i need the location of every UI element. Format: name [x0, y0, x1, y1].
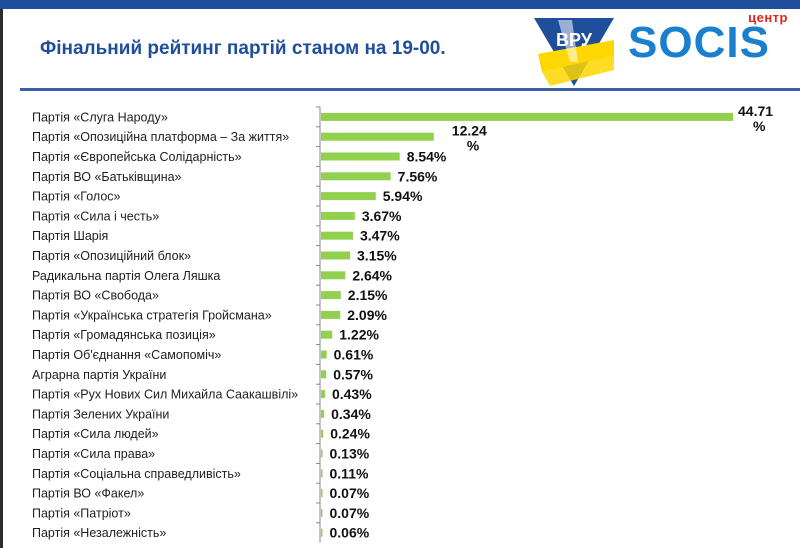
category-label: Партія «Громадянська позиція»: [32, 328, 216, 342]
category-label: Аграрна партія України: [32, 368, 166, 382]
category-label: Партія «Рух Нових Сил Михайла Саакашвілі…: [32, 388, 298, 402]
value-label: 0.61%: [334, 347, 374, 363]
bar: [321, 192, 376, 201]
bar: [321, 528, 323, 537]
category-label: Партія «Українська стратегія Гройсмана»: [32, 308, 272, 322]
category-label: Партія «Сила і честь»: [32, 209, 159, 223]
bar: [321, 429, 324, 438]
value-label: 0.24%: [330, 426, 370, 442]
category-label: Радикальна партія Олега Ляшка: [32, 269, 220, 283]
bar: [321, 291, 341, 300]
value-label: 0.43%: [332, 386, 372, 402]
category-label: Партія «Опозиційна платформа – За життя»: [32, 130, 289, 144]
socis-logo: центр SOCIS: [628, 8, 796, 68]
category-label: Партія «Соціальна справедливість»: [32, 467, 241, 481]
bar: [321, 449, 323, 458]
header-divider: [20, 88, 800, 91]
socis-logo-word: SOCIS: [628, 18, 770, 67]
value-label: 1.22%: [339, 327, 379, 343]
value-label: 3.15%: [357, 248, 397, 264]
value-label: 5.94%: [383, 188, 423, 204]
category-label: Партія ВО «Свобода»: [32, 289, 159, 303]
category-label: Партія ВО «Факел»: [32, 487, 144, 501]
socis-logo-subtitle: центр: [748, 10, 788, 25]
bar: [321, 390, 325, 399]
bar: [321, 409, 325, 418]
value-label: 0.06%: [330, 525, 370, 541]
category-axis-ticks: [316, 106, 320, 524]
bar: [321, 152, 400, 161]
bar: [321, 132, 434, 141]
category-label: Партія «Європейська Солідарність»: [32, 150, 242, 164]
bar: [321, 112, 733, 121]
category-label: Партія «Голос»: [32, 190, 121, 204]
bar: [321, 508, 323, 517]
category-label: Партія Об'єднання «Самопоміч»: [32, 348, 221, 362]
category-labels: Партія «Слуга Народу» Партія «Опозиційна …: [32, 110, 298, 540]
category-label: Партія «Сила права»: [32, 447, 155, 461]
value-label: 0.57%: [333, 366, 373, 382]
bar: [321, 211, 355, 220]
slide-left-edge: [0, 9, 3, 548]
bar: [321, 489, 323, 498]
page-title: Фінальний рейтинг партій станом на 19-00…: [40, 38, 446, 59]
value-label: 0.34%: [331, 406, 371, 422]
value-label: 8.54%: [407, 149, 447, 165]
value-label: 0.07%: [330, 485, 370, 501]
bar: [321, 271, 346, 280]
category-label: Партія Зелених України: [32, 407, 169, 421]
value-label: 2.64%: [352, 267, 392, 283]
bar: [321, 330, 333, 339]
bar: [321, 172, 391, 181]
bar: [321, 370, 327, 379]
bar: [321, 310, 341, 319]
value-label: 3.47%: [360, 228, 400, 244]
bar: [321, 350, 327, 359]
bar: [321, 231, 353, 240]
bars: [321, 112, 733, 537]
value-label: 7.56%: [398, 168, 438, 184]
vru-logo: ВРУ: [528, 10, 620, 90]
value-label: 12.24%: [452, 123, 487, 154]
bar: [321, 251, 351, 260]
category-label: Партія «Незалежність»: [32, 526, 166, 540]
value-label: 3.67%: [362, 208, 402, 224]
category-label: Партія «Опозиційний блок»: [32, 249, 191, 263]
value-label: 2.15%: [348, 287, 388, 303]
party-rating-chart: Партія «Слуга Народу» Партія «Опозиційна …: [32, 103, 774, 543]
value-label: 0.11%: [330, 465, 369, 481]
value-label: 0.07%: [330, 505, 370, 521]
value-label: 2.09%: [347, 307, 387, 323]
category-label: Партія «Слуга Народу»: [32, 110, 168, 124]
value-label: 0.13%: [330, 446, 370, 462]
top-accent-bar: [0, 0, 800, 9]
bar: [321, 469, 323, 478]
category-label: Партія ВО «Батьківщина»: [32, 170, 182, 184]
category-label: Партія «Сила людей»: [32, 427, 159, 441]
header: [0, 9, 800, 89]
value-labels: 44.71 % 12.24 % 8.54% 7.56% 5.94% 3.67% 3.47% 3.1…: [330, 103, 774, 541]
value-label: 44.71%: [738, 103, 773, 134]
vru-logo-text: ВРУ: [556, 30, 593, 50]
category-label: Партія Шарія: [32, 229, 108, 243]
category-label: Партія «Патріот»: [32, 506, 131, 520]
